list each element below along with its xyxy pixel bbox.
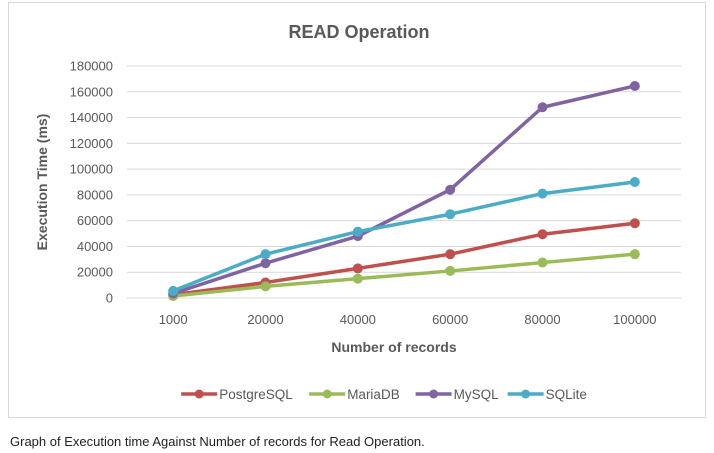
y-tick-label: 40000 (77, 239, 113, 254)
data-point-sqlite (537, 188, 548, 199)
y-tick-label: 120000 (70, 136, 113, 151)
y-tick-label: 60000 (77, 213, 113, 228)
legend-label-sqlite: SQLite (546, 387, 587, 402)
data-point-sqlite (629, 177, 640, 187)
legend-swatch-marker (521, 389, 531, 399)
data-point-mysql (629, 80, 640, 91)
data-point-mariadb (445, 265, 456, 276)
x-tick-label: 1000 (159, 312, 188, 327)
legend-label-mariadb: MariaDB (347, 387, 400, 402)
data-point-mysql (260, 258, 271, 269)
y-tick-label: 180000 (70, 59, 113, 74)
data-point-postgresql (537, 229, 548, 240)
legend-swatch-marker (429, 389, 439, 399)
legend-swatch-marker (194, 389, 204, 399)
x-tick-label: 100000 (613, 312, 656, 327)
data-point-sqlite (260, 249, 271, 260)
data-point-sqlite (168, 285, 179, 296)
chart-title: READ Operation (288, 22, 429, 42)
data-point-sqlite (445, 209, 456, 220)
data-point-mysql (537, 102, 548, 113)
line-chart: READ Operation 0 20000 40000 60000 80000 10000… (34, 22, 681, 402)
y-tick-label: 160000 (70, 84, 113, 99)
figure-caption: Graph of Execution time Against Number o… (10, 434, 425, 449)
chart-frame: READ Operation 0 20000 40000 60000 80000 10000… (8, 2, 706, 418)
data-point-postgresql (445, 249, 456, 260)
x-tick-label: 60000 (432, 312, 468, 327)
y-tick-label: 80000 (77, 187, 113, 202)
x-tick-label: 40000 (340, 312, 376, 327)
data-point-mariadb (629, 249, 640, 260)
data-point-postgresql (352, 263, 363, 274)
y-tick-label: 0 (106, 291, 113, 306)
y-tick-label: 20000 (77, 265, 113, 280)
series-line-mariadb (171, 252, 637, 298)
data-point-mariadb (260, 281, 271, 292)
y-tick-label: 100000 (70, 162, 113, 177)
series-line-mysql (171, 84, 637, 296)
y-axis-label: Execution Time (ms) (34, 114, 50, 251)
series-line-postgresql (171, 221, 637, 297)
y-tick-label: 140000 (70, 110, 113, 125)
legend-label-mysql: MySQL (454, 387, 500, 402)
legend-swatch-marker (322, 389, 332, 399)
x-tick-label: 20000 (247, 312, 283, 327)
series-line-sqlite (171, 180, 637, 293)
x-tick-label: 80000 (524, 312, 560, 327)
data-point-mariadb (352, 273, 363, 284)
x-axis-label: Number of records (331, 339, 456, 355)
data-point-mysql (445, 184, 456, 195)
data-point-mariadb (537, 257, 548, 268)
legend-label-postgresql: PostgreSQL (219, 387, 293, 402)
data-point-sqlite (352, 226, 363, 237)
data-point-postgresql (629, 218, 640, 229)
